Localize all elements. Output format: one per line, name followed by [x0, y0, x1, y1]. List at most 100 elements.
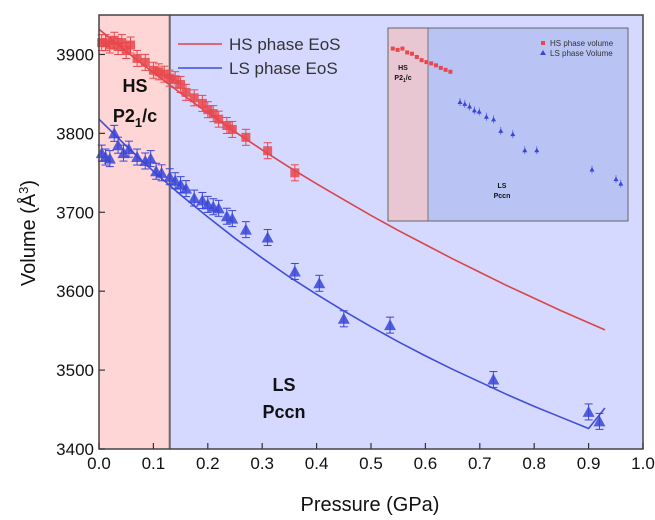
- y-axis-title: Volume (Å3): [16, 180, 40, 286]
- inset-hs-point: [424, 60, 429, 65]
- y-tick-label: 3700: [56, 203, 94, 222]
- triangle-marker: [239, 223, 252, 235]
- hs-volume-point: [140, 53, 150, 71]
- triangle-marker: [582, 405, 595, 417]
- legend-hs-eos-label: HS phase EoS: [229, 35, 341, 54]
- triangle-marker: [593, 415, 606, 427]
- y-tick-label: 3900: [56, 45, 94, 64]
- triangle-marker: [103, 152, 116, 164]
- hs-space-group-end: /c: [142, 106, 157, 126]
- ls-volume-point: [337, 310, 350, 328]
- inset-plot: HS P21/c LS Pccn HS phase volume LS phas…: [387, 27, 629, 222]
- inset-ls-label-line1: LS: [498, 183, 507, 190]
- inset-ls-point: [534, 147, 540, 153]
- hs-volume-point: [189, 89, 199, 107]
- square-marker: [105, 40, 115, 50]
- square-marker: [203, 105, 213, 115]
- square-marker: [227, 124, 237, 134]
- inset-legend-hs-label: HS phase volume: [550, 39, 614, 48]
- inset-hs-point: [419, 58, 424, 63]
- square-marker: [121, 46, 131, 56]
- ls-volume-point: [212, 199, 225, 217]
- x-axis-ticks: 0.0 0.1 0.2 0.3 0.4 0.5 0.6 0.7 0.8 0.9 1.0: [87, 443, 655, 473]
- square-marker: [126, 40, 136, 50]
- triangle-marker: [226, 212, 239, 224]
- square-marker: [290, 168, 300, 178]
- triangle-marker: [188, 192, 201, 204]
- square-marker: [140, 57, 150, 67]
- x-tick-label: 0.4: [305, 454, 329, 473]
- ls-volume-point: [384, 316, 397, 334]
- square-marker: [197, 98, 207, 108]
- square-marker: [222, 120, 232, 130]
- triangle-marker: [487, 373, 500, 385]
- ls-region-label-line2: Pccn: [262, 402, 305, 422]
- inset-ls-region: [428, 28, 628, 221]
- hs-volume-point: [126, 36, 136, 54]
- square-marker: [159, 69, 169, 79]
- triangle-marker: [122, 143, 135, 155]
- ls-phase-eos-curve: [98, 118, 606, 430]
- ls-volume-point: [155, 164, 168, 182]
- hs-volume-point: [181, 83, 191, 101]
- square-marker: [165, 73, 175, 83]
- x-axis-title: Pressure (GPa): [301, 494, 440, 516]
- hs-region-label-line1: HS: [122, 76, 147, 96]
- hs-volume-point: [222, 116, 232, 134]
- x-tick-label: 0.8: [522, 454, 546, 473]
- y-tick-label: 3800: [56, 124, 94, 143]
- ls-volume-point: [313, 274, 326, 292]
- y-axis-title-end: ): [18, 180, 40, 187]
- inset-ls-point: [483, 114, 489, 119]
- triangle-marker: [117, 147, 130, 159]
- hs-volume-point: [241, 128, 251, 146]
- triangle-marker: [384, 319, 397, 331]
- inset-legend-ls-label: LS phase Volume: [550, 49, 613, 58]
- ls-volume-point: [226, 210, 239, 228]
- ls-volume-point: [103, 150, 116, 168]
- triangle-marker: [174, 178, 187, 190]
- ls-volume-point: [108, 124, 121, 142]
- inset-ls-point: [457, 99, 463, 104]
- inset-ls-point: [471, 107, 477, 113]
- inset-ls-point: [522, 147, 528, 153]
- triangle-marker: [180, 182, 193, 194]
- x-tick-label: 0.6: [414, 454, 438, 473]
- ls-volume-point: [131, 148, 144, 166]
- inset-ls-point: [498, 128, 504, 133]
- inset-ls-point: [467, 103, 473, 109]
- triangle-marker: [108, 127, 121, 139]
- ls-volume-point: [582, 403, 595, 421]
- inset-ls-point: [510, 131, 516, 137]
- inset-ls-point: [613, 176, 619, 182]
- square-marker: [117, 38, 127, 48]
- ls-volume-point: [112, 136, 125, 154]
- inset-legend-ls-marker: [540, 50, 546, 55]
- inset-hs-region: [388, 28, 428, 221]
- triangle-marker: [337, 312, 350, 324]
- inset-hs-space-group-end: /c: [406, 75, 412, 82]
- legend-ls-eos-label: LS phase EoS: [229, 59, 338, 78]
- square-marker: [241, 132, 251, 142]
- hs-volume-point: [148, 61, 158, 79]
- data-points: [95, 31, 606, 430]
- inset-hs-point: [429, 61, 434, 66]
- ls-volume-point: [180, 180, 193, 198]
- ls-volume-point: [144, 150, 157, 168]
- square-marker: [154, 67, 164, 77]
- square-marker: [148, 65, 158, 75]
- triangle-marker: [131, 151, 144, 163]
- square-marker: [208, 109, 218, 119]
- inset-hs-point: [414, 54, 419, 59]
- inset-hs-label-line1: HS: [398, 65, 408, 72]
- y-axis-title-main: Volume (Å: [17, 193, 40, 286]
- triangle-marker: [112, 139, 125, 151]
- triangle-marker: [155, 166, 168, 178]
- ls-volume-point: [188, 189, 201, 207]
- inset-hs-point: [390, 46, 395, 51]
- triangle-marker: [288, 265, 301, 277]
- inset-frame: [387, 27, 629, 222]
- ls-volume-point: [593, 412, 606, 430]
- ls-volume-point: [288, 262, 301, 280]
- inset-hs-point: [410, 51, 414, 56]
